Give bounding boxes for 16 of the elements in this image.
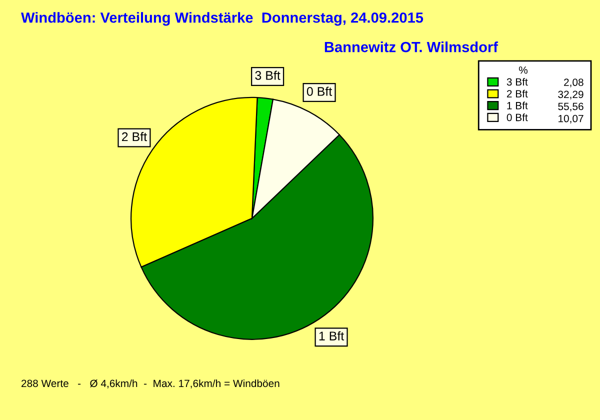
chart-subtitle: Bannewitz OT. Wilmsdorf <box>324 42 498 52</box>
slice-label: 2 Bft <box>122 132 147 142</box>
legend-title: % <box>518 66 528 74</box>
slice-label: 0 Bft <box>306 86 332 96</box>
legend-label: 2 Bft <box>506 90 528 98</box>
data-label: 32,29 <box>558 90 584 100</box>
legend-label: 0 Bft <box>506 114 528 122</box>
data-label: 2,08 <box>564 78 584 88</box>
chart-title: Windböen: Verteilung Windstärke Donnerstag, 24.09.2015 <box>21 12 424 26</box>
slice-label: 1 Bft <box>319 331 344 340</box>
legend-label: 3 Bft <box>506 78 528 86</box>
data-label: 10,07 <box>558 114 584 124</box>
data-label: 55,56 <box>558 102 584 112</box>
legend-label: 1 Bft <box>507 102 528 110</box>
slice-label: 3 Bft <box>255 70 280 80</box>
text: 288 Werte - Ø 4,6km/h - Max. 17,6km/h = Windböen <box>22 379 280 388</box>
